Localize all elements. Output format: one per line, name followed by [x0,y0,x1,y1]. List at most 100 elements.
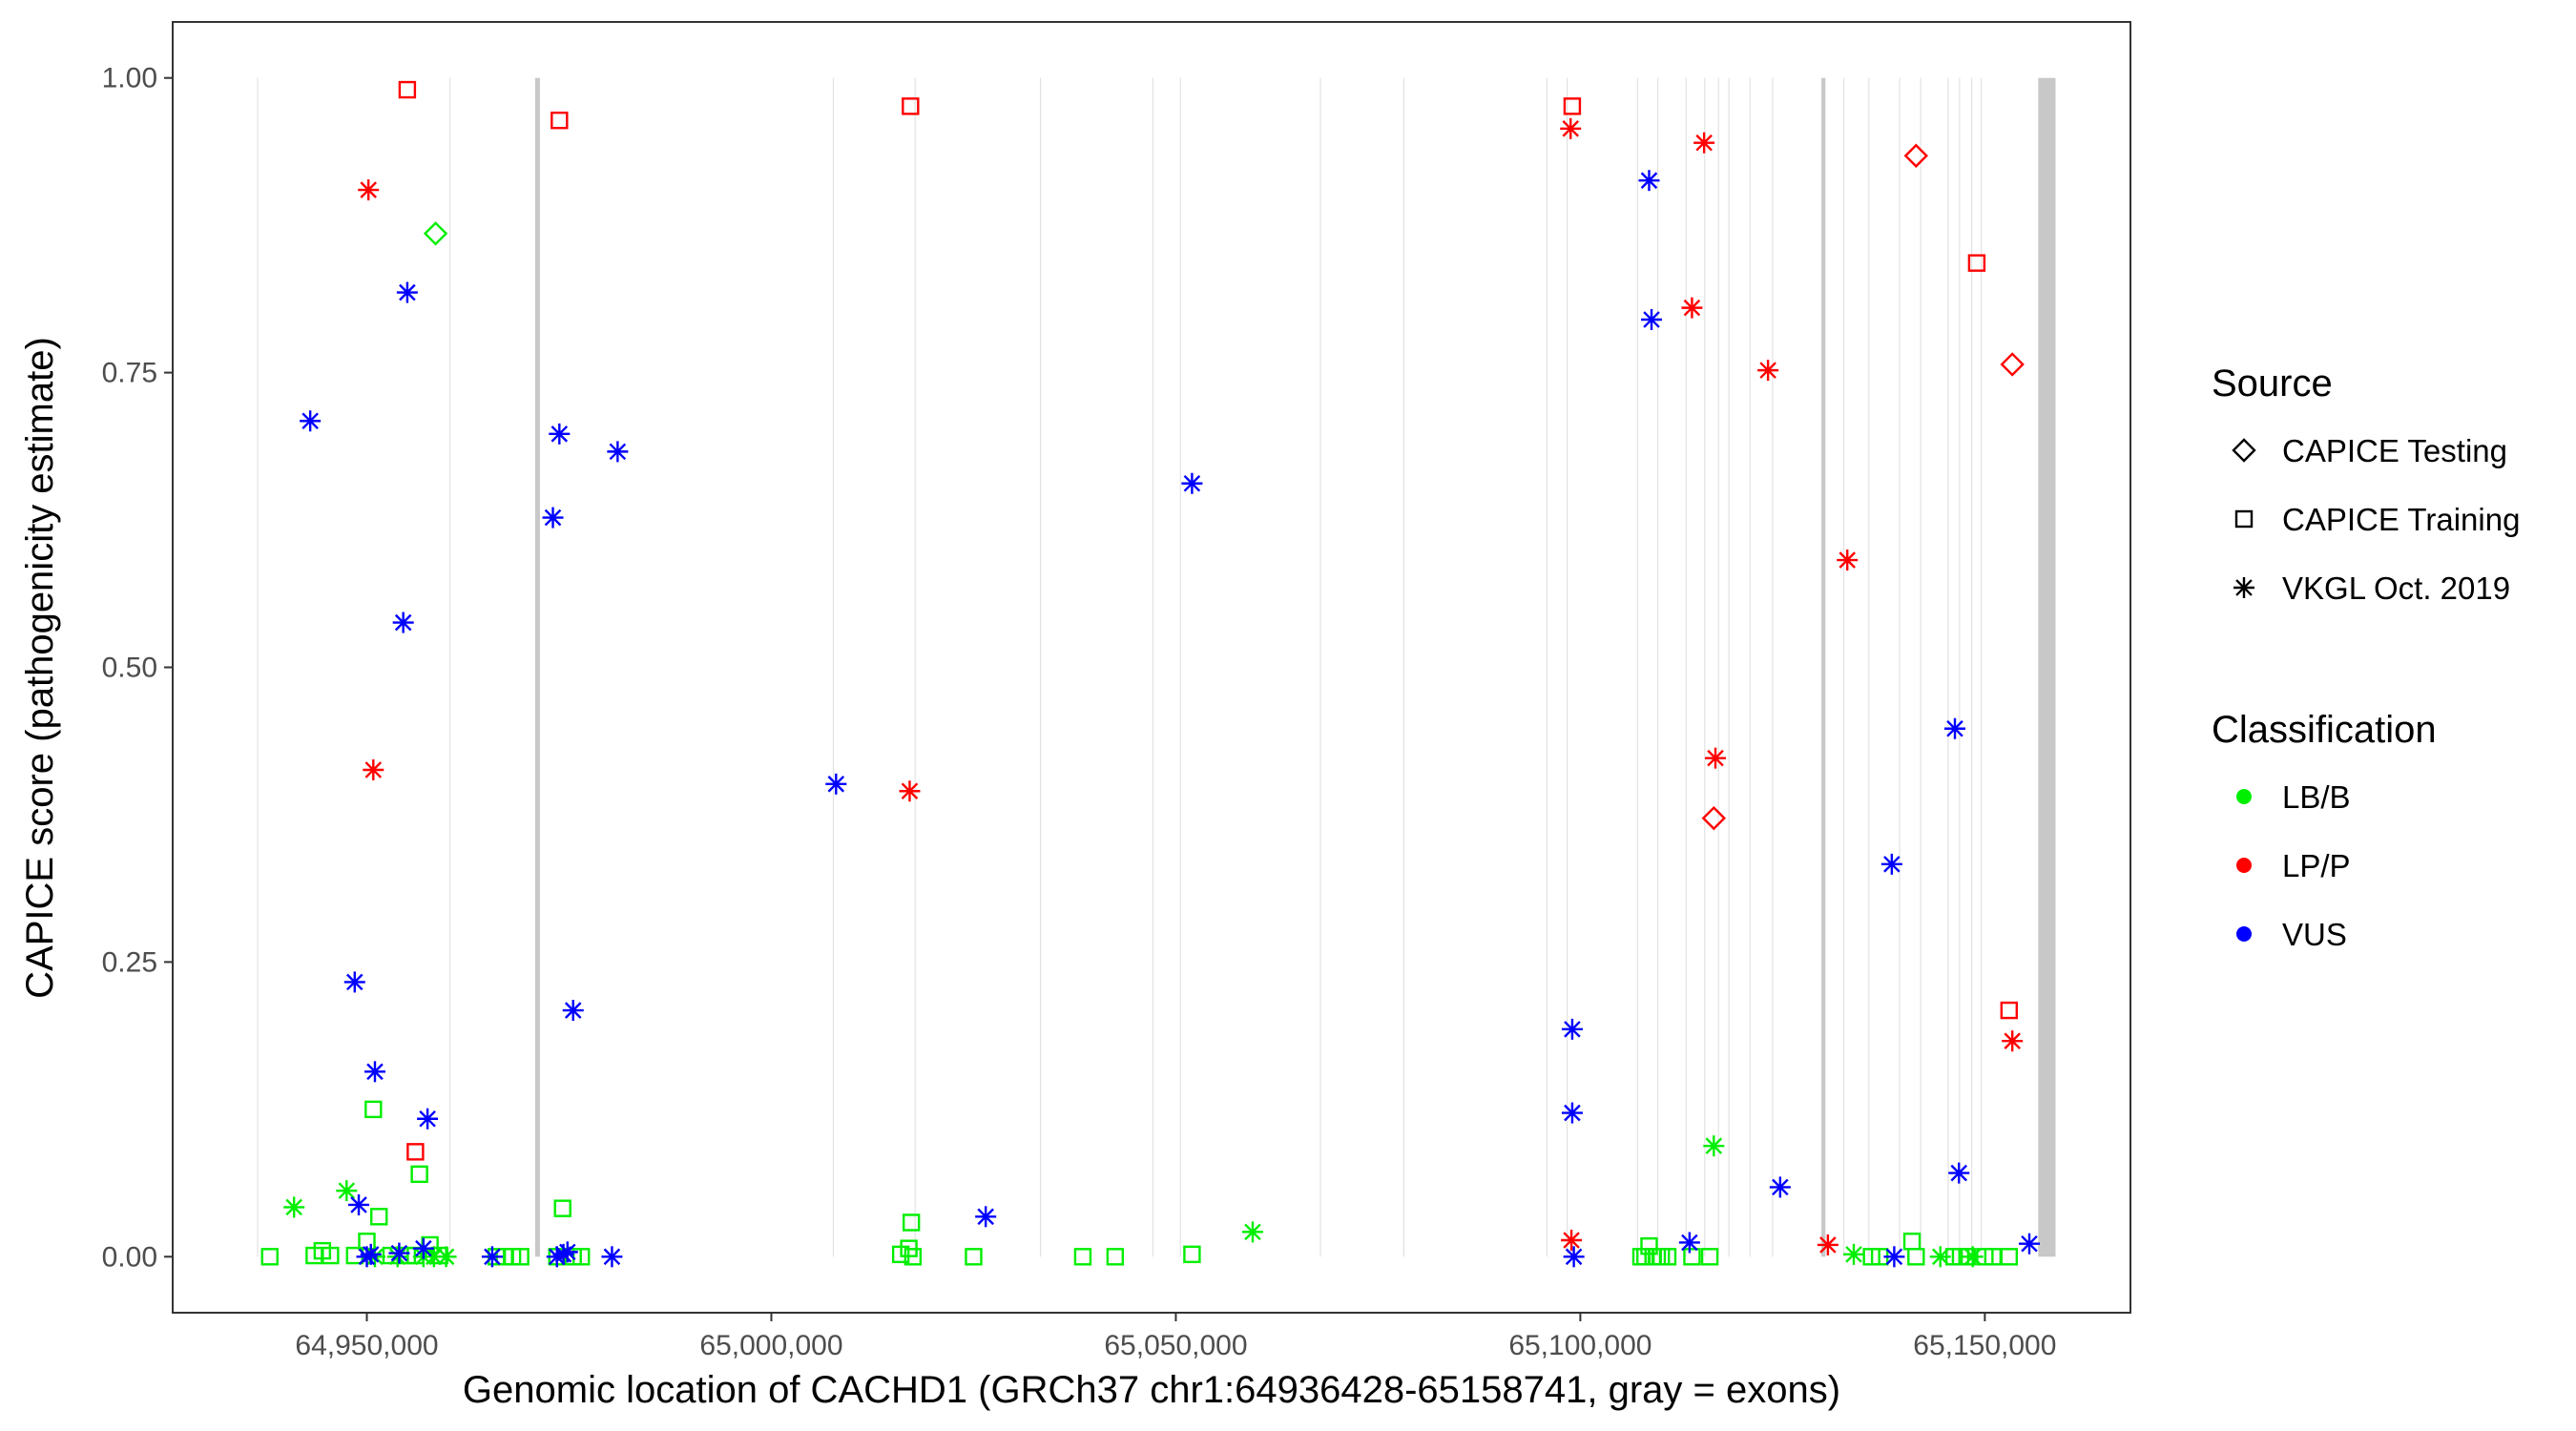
data-point [965,1248,983,1266]
data-point [1962,1246,1984,1268]
legend-classification-label: LP/P [2282,848,2351,883]
data-point [601,1246,623,1268]
data-point [1883,1246,1905,1268]
x-axis-title: Genomic location of CACHD1 (GRCh37 chr1:… [463,1369,1840,1411]
x-tick-label: 65,050,000 [1104,1330,1247,1361]
data-point [1561,1102,1583,1124]
data-point [336,1180,358,1202]
data-point [1907,1248,1925,1266]
data-point [370,1208,388,1226]
exon-band [1920,77,1922,1257]
data-point [1638,170,1660,192]
y-tick-label: 0.00 [102,1241,157,1273]
data-point [2000,352,2025,377]
exon-band [1981,77,1983,1257]
data-point [1241,1221,1263,1243]
data-point [435,1246,457,1268]
legend: Source CAPICE Testing CAPICE Training VKGL… [2212,363,2520,952]
data-point [549,423,571,445]
data-point [392,612,414,633]
data-point [481,1246,503,1268]
data-point [1563,97,1582,115]
legend-classification-key [2236,789,2252,804]
exon-band [1842,77,1845,1257]
y-axis-title: CAPICE score (pathogenicity estimate) [19,337,61,999]
data-point [975,1206,997,1228]
exon-lines [257,77,2056,1257]
legend-classification-label: LB/B [2282,779,2351,815]
data-point [412,1237,434,1259]
legend-source-key [2234,509,2254,529]
exon-band [1704,77,1706,1257]
data-point [406,1143,425,1161]
data-point [345,1246,364,1265]
data-point [1563,1246,1585,1268]
data-point [904,1248,923,1266]
data-point [364,1100,383,1119]
data-point [423,221,448,246]
data-point [260,1248,279,1266]
data-point [542,507,564,529]
data-point [398,80,417,99]
data-point [902,1213,921,1232]
y-tick-label: 0.50 [102,653,157,684]
data-point [1705,747,1727,769]
legend-source-key [2233,577,2254,598]
data-point [1843,1243,1865,1265]
data-points [260,80,2041,1268]
data-point [360,1243,382,1265]
x-tick-label: 65,000,000 [699,1330,842,1361]
data-point [1929,1246,1951,1268]
exon-band [1566,77,1568,1257]
exon-band [1749,77,1751,1257]
exon-band [1868,77,1870,1257]
legend-source-label: CAPICE Testing [2282,433,2507,468]
data-point [511,1248,530,1266]
data-point [562,1000,584,1022]
data-point [899,780,921,802]
data-point [364,1061,385,1083]
data-point [1948,1162,1970,1184]
data-point [363,758,384,780]
exon-band [448,77,451,1257]
y-tick-label: 0.75 [102,358,157,389]
data-point [388,1242,410,1264]
y-tick-label: 0.25 [102,946,157,978]
exon-band [1970,77,1973,1257]
data-point [1560,117,1582,139]
data-point [2000,1001,2019,1020]
plot-background [173,22,2130,1313]
legend-source-key [2232,438,2256,463]
data-point [1073,1248,1092,1266]
x-tick-label: 64,950,000 [295,1330,438,1361]
exon-band [1179,77,1181,1257]
data-point [1683,1248,1701,1266]
legend-classification-label: VUS [2282,917,2347,952]
data-point [1181,472,1203,494]
data-point [1658,1248,1677,1266]
data-point [386,1246,408,1268]
data-point [1817,1234,1839,1255]
data-point [2019,1233,2041,1255]
data-point [556,1241,578,1263]
data-point [322,1246,340,1265]
exon-band [1728,77,1730,1257]
y-axis: 0.00 0.25 0.50 0.75 1.00 [102,63,173,1273]
exon-band [2038,77,2056,1257]
legend-source-label: VKGL Oct. 2019 [2282,570,2510,606]
data-point [1693,132,1715,154]
data-point [1769,1176,1791,1198]
data-point [1678,1232,1700,1254]
exon-band [534,77,540,1257]
legend-classification-key [2236,926,2252,942]
data-point [1681,297,1703,319]
exon-band [914,77,916,1257]
data-point [1700,1248,1719,1266]
data-point [1903,143,1928,168]
legend-classification-title: Classification [2212,709,2437,751]
exon-band [1899,77,1901,1257]
exon-band [1947,77,1949,1257]
exon-band [1636,77,1638,1257]
legend-classification-items: LB/B LP/P VUS [2236,779,2351,952]
